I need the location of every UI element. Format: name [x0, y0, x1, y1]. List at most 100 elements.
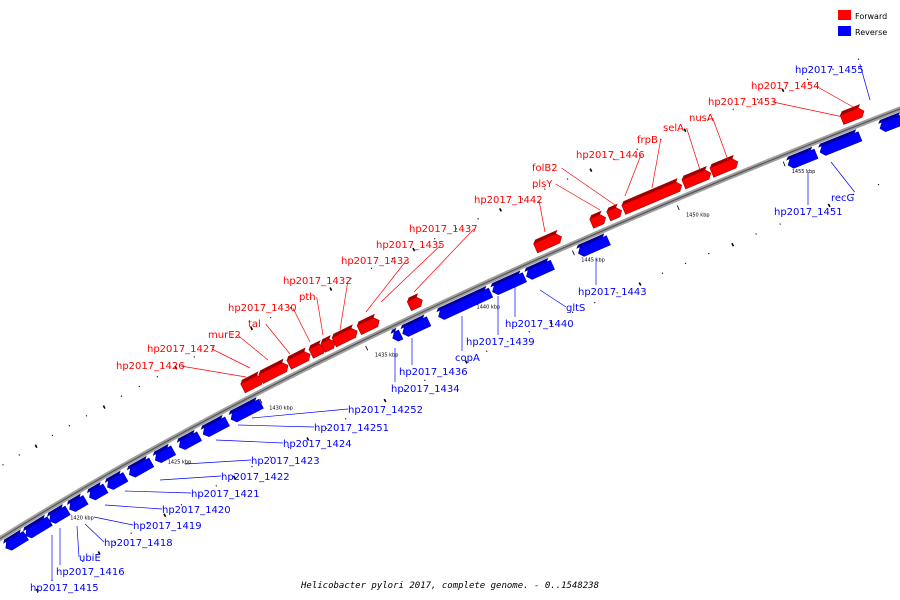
forward-gene-block [621, 178, 683, 215]
reverse-gene-label: hp2017_1418 [104, 538, 173, 549]
label-leader-line [316, 296, 324, 336]
reverse-gene-label: hp2017_1420 [162, 505, 231, 516]
label-leader-line [539, 289, 567, 308]
tick-label: 1420 kbp [70, 515, 94, 521]
axis-marker [755, 233, 757, 235]
axis-marker [499, 208, 502, 212]
label-leader-line [538, 199, 546, 233]
reverse-gene-label: hp2017_1422 [221, 472, 290, 483]
forward-gene-block [709, 154, 739, 178]
forward-gene-block [356, 313, 380, 336]
forward-gene-label: frpB [637, 135, 658, 146]
reverse-gene-block [3, 529, 29, 551]
label-leader-line [265, 323, 291, 355]
axis-marker [102, 405, 106, 409]
forward-gene-label: hp2017_1453 [708, 97, 777, 108]
axis-marker [120, 395, 123, 398]
forward-gene-block [258, 358, 289, 384]
axis-marker [827, 203, 831, 208]
reverse-gene-block [818, 129, 863, 156]
axis-marker [424, 379, 426, 382]
axis-marker [477, 218, 479, 220]
label-leader-line [184, 459, 252, 465]
forward-gene-block [681, 166, 712, 190]
forward-gene-label: nusA [689, 113, 714, 124]
forward-gene-block [589, 210, 606, 229]
reverse-gene-block [786, 146, 819, 169]
reverse-gene-label: gltS [566, 303, 585, 314]
legend-forward-label: Forward [855, 12, 887, 21]
reverse-gene-label: hp2017_1455 [795, 65, 864, 76]
axis-marker [403, 389, 406, 391]
tick-mark [572, 250, 575, 256]
axis-marker [433, 237, 436, 240]
axis-marker [383, 398, 387, 403]
axis-marker [660, 138, 662, 141]
reverse-gene-block [390, 327, 404, 342]
axis-marker [156, 375, 159, 378]
axis-marker [287, 446, 290, 449]
label-leader-line [712, 117, 729, 161]
forward-gene-label: hp2017_1426 [116, 361, 185, 372]
reverse-gene-label: copA [455, 353, 480, 364]
axis-marker [731, 242, 735, 247]
reverse-gene-label: hp2017_1419 [133, 521, 202, 532]
reverse-gene-label: hp2017_1421 [191, 489, 260, 500]
axis-marker [485, 350, 488, 353]
label-leader-line [251, 408, 349, 419]
axis-marker [852, 193, 855, 196]
axis-marker [114, 541, 116, 544]
axis-marker [35, 588, 39, 593]
genome-axis-core [0, 108, 900, 540]
reverse-gene-block [176, 429, 203, 450]
axis-marker [215, 484, 218, 487]
axis-marker [163, 513, 167, 518]
reverse-gene-label: hp2017_14251 [314, 423, 389, 434]
reverse-gene-label: hp2017_1415 [30, 583, 99, 594]
tick-label: 1450 kbp [686, 212, 710, 218]
label-leader-line [159, 475, 222, 481]
label-leader-line [292, 307, 311, 343]
axis-marker [174, 365, 178, 370]
axis-marker [732, 108, 734, 111]
axis-marker [66, 569, 69, 572]
tick-label: 1435 kbp [375, 353, 399, 359]
label-leader-line [651, 139, 661, 189]
genome-title: Helicobacter pylori 2017, complete genom… [300, 581, 599, 591]
axis-marker [364, 408, 366, 411]
axis-marker [212, 346, 214, 348]
label-leader-line [180, 365, 247, 378]
axis-marker [130, 532, 132, 534]
axis-marker [756, 98, 759, 101]
axis-marker [34, 444, 38, 449]
axis-marker [683, 128, 687, 133]
reverse-gene-label: hp2017_1424 [283, 439, 352, 450]
axis-marker [18, 454, 21, 456]
axis-marker [593, 301, 596, 304]
forward-gene-label: hp2017_1427 [147, 344, 216, 355]
axis-marker [857, 58, 860, 61]
axis-marker [806, 78, 809, 81]
forward-gene-block [839, 104, 865, 125]
reverse-gene-block [400, 314, 432, 337]
tick-mark [782, 161, 786, 167]
forward-gene-label: plsY [532, 179, 553, 190]
axis-marker [82, 560, 84, 563]
axis-marker [138, 385, 141, 388]
axis-marker [803, 213, 806, 216]
axis-marker [549, 321, 553, 325]
tick-label: 1425 kbp [168, 460, 192, 466]
forward-gene-block [331, 324, 358, 348]
legend-reverse-swatch [838, 26, 851, 36]
axis-marker [51, 434, 54, 437]
axis-marker [68, 424, 71, 427]
forward-gene-label: hp2017_1432 [283, 276, 352, 287]
label-leader-line [93, 516, 134, 526]
axis-marker [464, 360, 468, 364]
forward-gene-label: hp2017_1430 [228, 303, 297, 314]
axis-marker [684, 262, 687, 265]
label-leader-line [859, 63, 871, 101]
axis-marker [612, 158, 615, 161]
tick-mark [365, 345, 369, 351]
